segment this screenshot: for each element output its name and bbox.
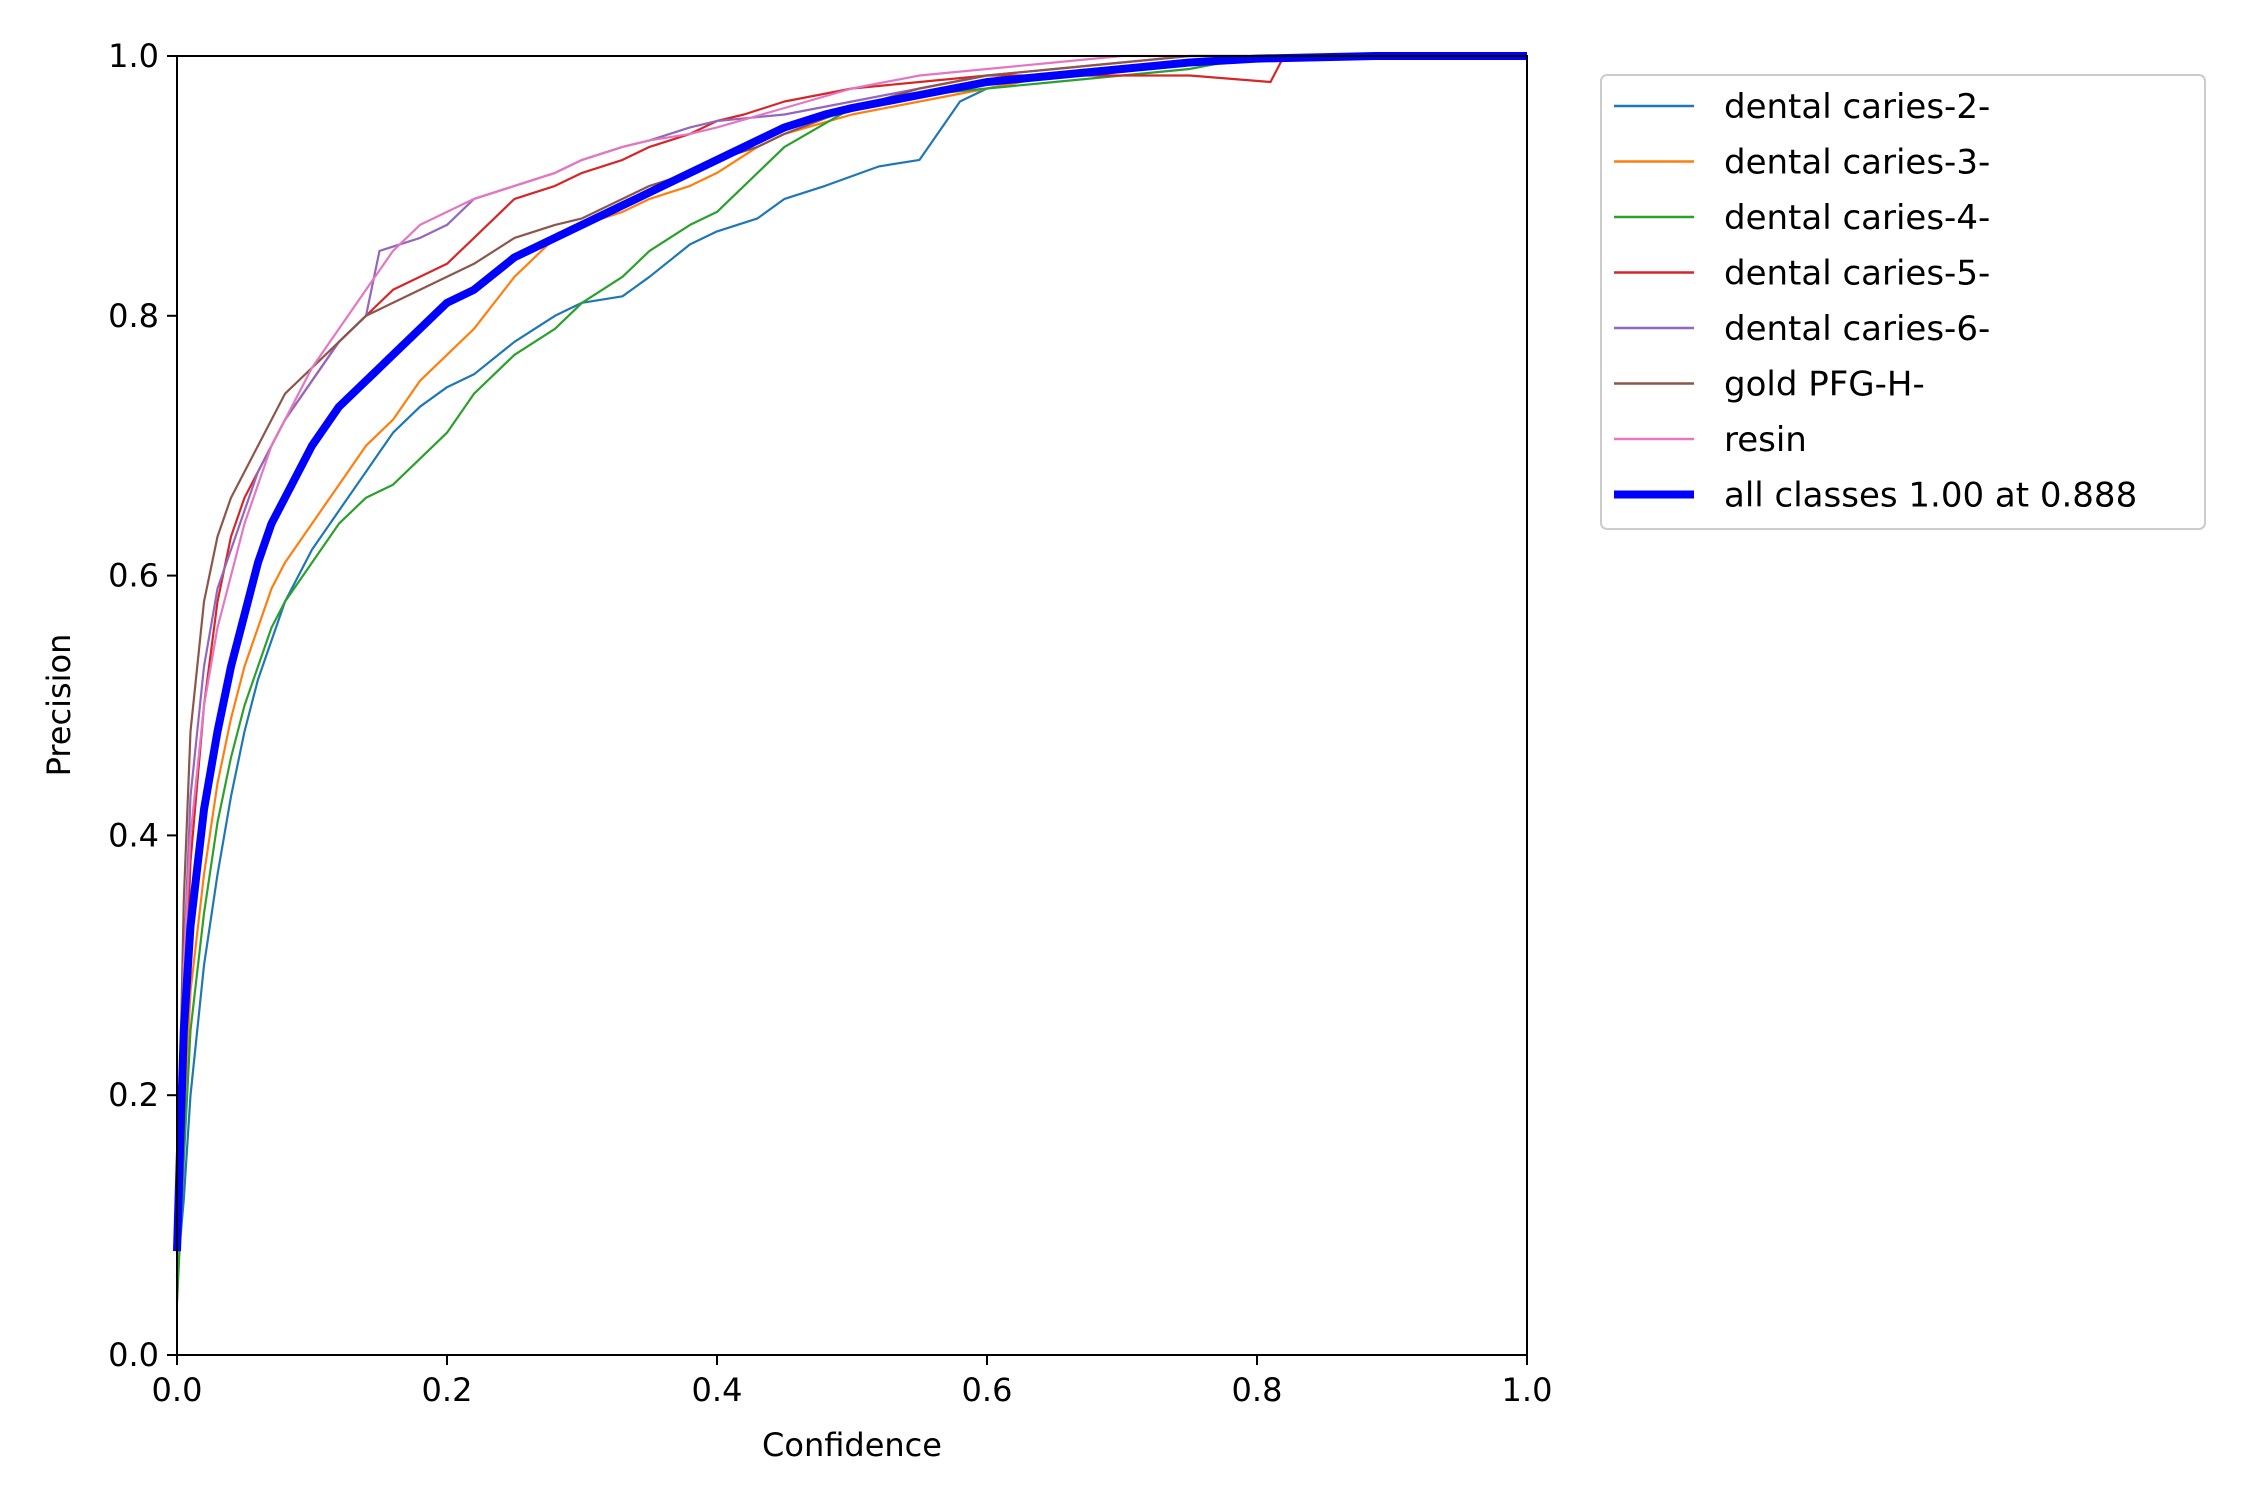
series-line-all-classes-1-00-at-0-888 [173,52,1527,1252]
x-tick-label: 0.4 [692,1371,743,1409]
x-tick-label: 0.2 [422,1371,473,1409]
legend: dental caries-2- dental caries-3- dental c… [1600,74,2206,530]
legend-label: all classes 1.00 at 0.888 [1724,476,2137,516]
x-tick-label: 0.0 [152,1371,203,1409]
legend-label: gold PFG-H- [1724,365,1925,405]
plot-lines [173,52,1527,1304]
series-line-dental-caries-5 [175,54,1527,1252]
series-line-dental-caries-4 [175,54,1527,1304]
series-line-gold-pfg-h [175,54,1527,1226]
series-line-resin [175,54,1527,1226]
x-axis: 0.0 0.2 0.4 0.6 0.8 1.0 [152,1355,1553,1409]
series-line-dental-caries-2 [175,54,1527,1278]
y-tick-label: 0.4 [108,816,159,854]
legend-label: dental caries-3- [1724,143,1990,183]
y-axis: 0.0 0.2 0.4 0.6 0.8 1.0 [108,37,177,1374]
y-tick-label: 0.8 [108,297,159,335]
legend-label: resin [1724,420,1807,460]
x-tick-label: 1.0 [1502,1371,1553,1409]
legend-box [1600,74,2206,530]
legend-label: dental caries-6- [1724,309,1990,349]
y-tick-label: 1.0 [108,37,159,75]
series-line-dental-caries-6 [175,54,1527,1226]
x-axis-title: Confidence [762,1426,942,1464]
x-tick-label: 0.8 [1232,1371,1283,1409]
x-tick-label: 0.6 [962,1371,1013,1409]
legend-label: dental caries-5- [1724,254,1990,294]
y-tick-label: 0.6 [108,557,159,595]
legend-items: dental caries-2- dental caries-3- dental c… [1614,87,2137,516]
y-axis-title: Precision [40,634,78,777]
plot-frame [176,55,1528,1356]
series-line-dental-caries-3 [175,54,1527,1278]
legend-label: dental caries-2- [1724,87,1990,127]
y-tick-label: 0.0 [108,1336,159,1374]
legend-label: dental caries-4- [1724,198,1990,238]
y-tick-label: 0.2 [108,1076,159,1114]
